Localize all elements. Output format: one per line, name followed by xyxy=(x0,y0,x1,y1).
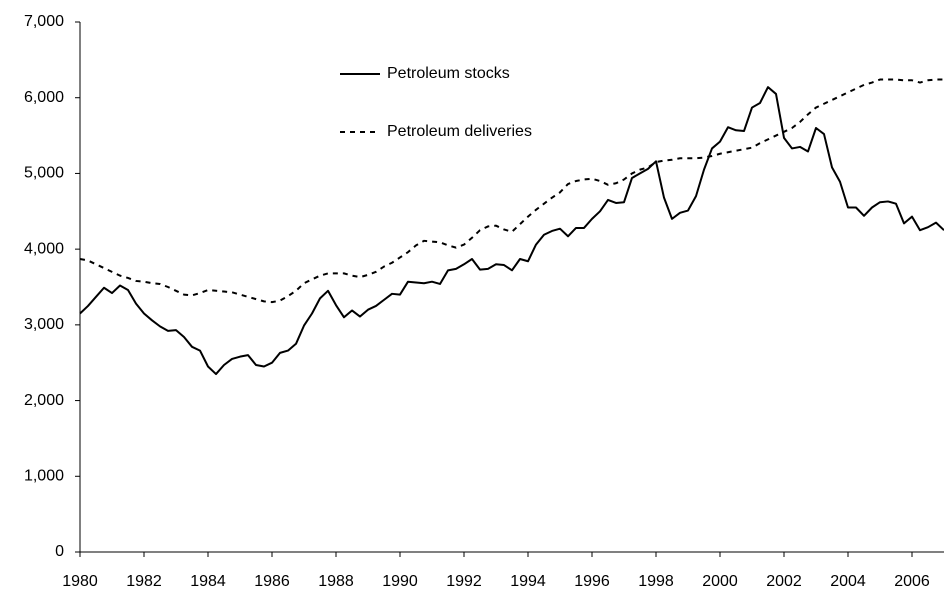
x-tick-label: 2004 xyxy=(830,573,866,590)
x-tick-label: 1990 xyxy=(382,573,418,590)
y-tick-label: 2,000 xyxy=(24,392,64,409)
y-tick-label: 1,000 xyxy=(24,468,64,485)
legend-label: Petroleum stocks xyxy=(387,65,510,82)
y-tick-label: 7,000 xyxy=(24,13,64,30)
x-tick-label: 1996 xyxy=(574,573,610,590)
x-tick-label: 1984 xyxy=(190,573,226,590)
x-tick-label: 2000 xyxy=(702,573,738,590)
y-tick-label: 6,000 xyxy=(24,89,64,106)
x-tick-label: 1998 xyxy=(638,573,674,590)
legend-label: Petroleum deliveries xyxy=(387,123,532,140)
x-tick-label: 1994 xyxy=(510,573,546,590)
x-tick-label: 2002 xyxy=(766,573,802,590)
y-tick-label: 5,000 xyxy=(24,165,64,182)
series-line xyxy=(79,86,944,376)
x-tick-label: 2006 xyxy=(894,573,930,590)
x-tick-label: 1982 xyxy=(126,573,162,590)
x-tick-label: 1988 xyxy=(318,573,354,590)
x-tick-label: 1986 xyxy=(254,573,290,590)
x-tick-label: 1992 xyxy=(446,573,482,590)
x-tick-label: 1980 xyxy=(62,573,98,590)
y-tick-label: 4,000 xyxy=(24,240,64,257)
series-line xyxy=(79,78,944,304)
y-tick-label: 0 xyxy=(55,543,64,560)
y-tick-label: 3,000 xyxy=(24,316,64,333)
